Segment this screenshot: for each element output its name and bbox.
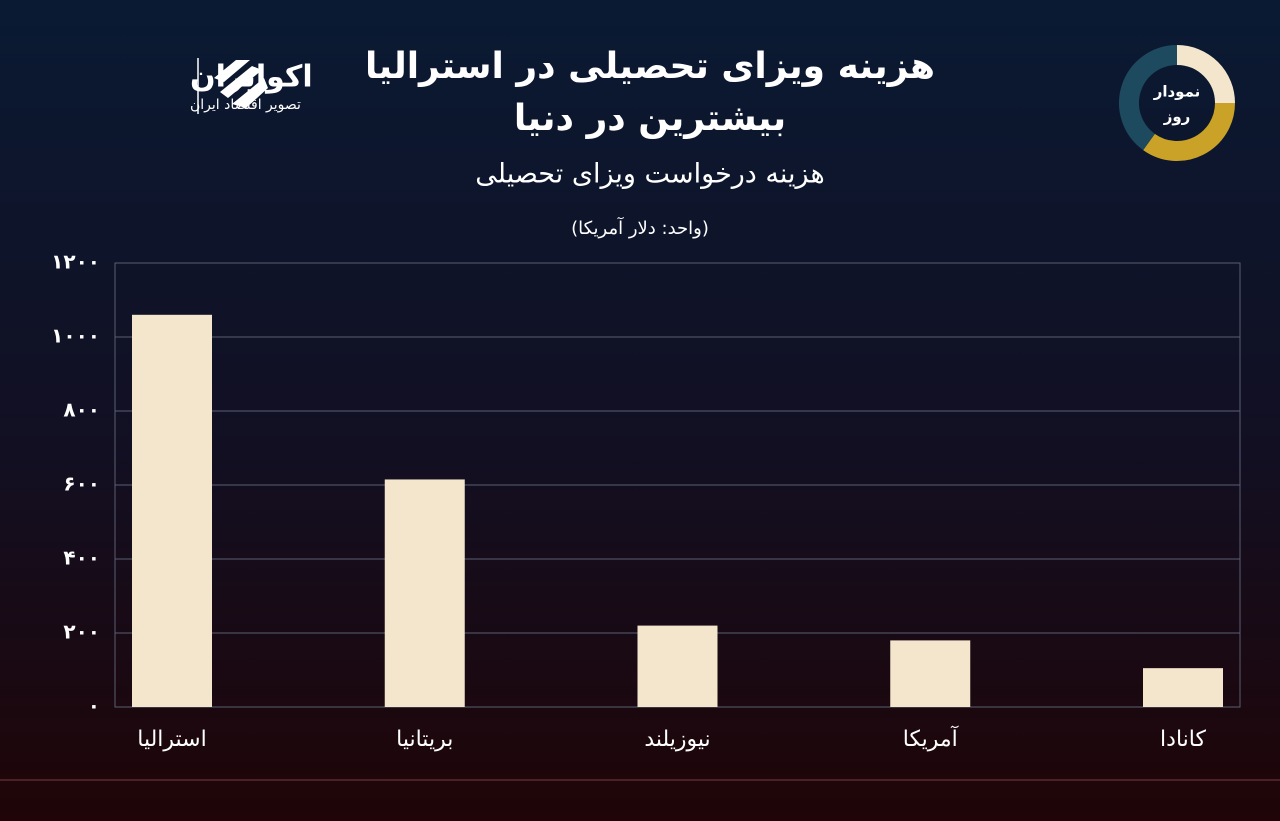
x-tick-label: استرالیا: [137, 727, 206, 752]
bar: [132, 314, 212, 707]
y-tick-label: ۱۰۰۰: [51, 324, 100, 348]
x-tick-label: کانادا: [1160, 727, 1206, 752]
bar: [890, 640, 971, 707]
y-tick-label: ۴۰۰: [63, 546, 100, 570]
x-tick-label: نیوزیلند: [644, 727, 710, 752]
y-tick-label: ۶۰۰: [63, 472, 100, 496]
chart-title: هزینه ویزای تحصیلی در استرالیا: [365, 46, 935, 87]
unit-note: (واحد: دلار آمریکا): [571, 216, 709, 239]
bar: [637, 625, 718, 707]
logo-name: اکوایران: [190, 60, 313, 95]
bar: [384, 479, 465, 707]
logo-tagline: تصویر اقتصاد ایران: [190, 97, 301, 113]
x-tick-label: آمریکا: [903, 725, 959, 752]
bar: [1143, 668, 1223, 707]
y-tick-label: ۸۰۰: [63, 398, 100, 422]
badge-donut: [1118, 45, 1235, 161]
y-tick-label: ۱۲۰۰: [51, 250, 100, 274]
x-tick-label: بریتانیا: [396, 727, 453, 752]
chart-title: بیشترین در دنیا: [514, 98, 786, 139]
y-tick-label: ۰: [88, 694, 100, 718]
chart-subtitle: هزینه درخواست ویزای تحصیلی: [475, 159, 824, 190]
badge-text: نمودار: [1153, 83, 1201, 101]
logo: [197, 58, 268, 114]
badge-text: روز: [1163, 108, 1191, 126]
y-tick-label: ۲۰۰: [63, 620, 100, 644]
